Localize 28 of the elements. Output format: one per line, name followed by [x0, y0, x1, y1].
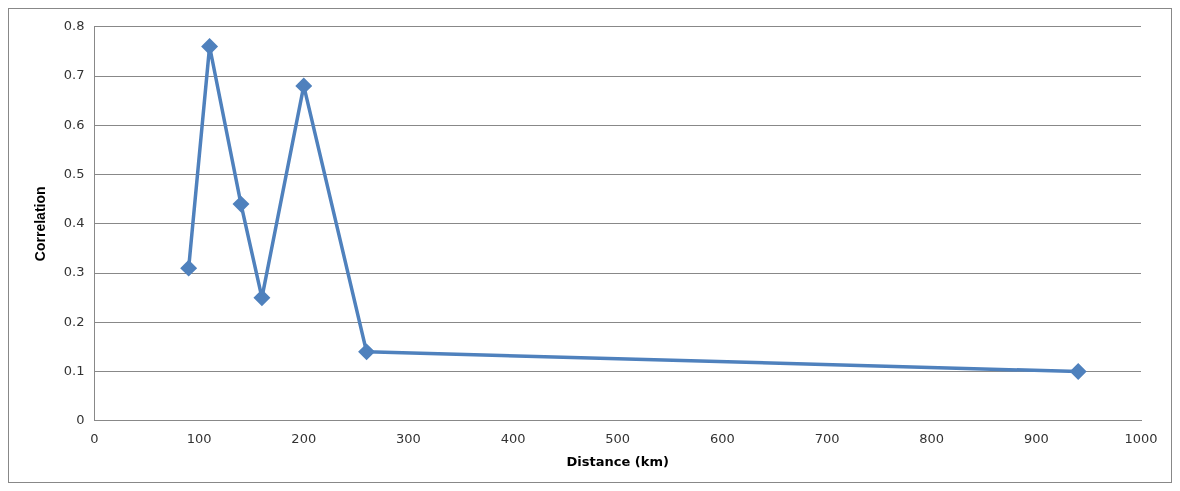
y-tick-label: 0.4: [63, 215, 85, 231]
point: [233, 196, 249, 212]
point: [180, 260, 197, 276]
x-tick-label: 1000: [1124, 430, 1158, 446]
y-tick-label: 0.7: [63, 67, 85, 83]
x-tick-label: 300: [396, 430, 421, 446]
point: [1070, 363, 1086, 380]
y-tick-label: 0: [76, 412, 85, 428]
y-tick-label: 0.8: [63, 18, 85, 34]
y-tick-label: 0.5: [63, 165, 85, 181]
point: [201, 38, 218, 55]
x-tick-label: 500: [605, 430, 631, 446]
point: [358, 344, 375, 360]
y-tick-label: 0.3: [63, 264, 85, 280]
x-tick-label: 800: [919, 430, 945, 446]
x-tick-label: 600: [709, 430, 735, 446]
x-axis-title: Distance (km): [566, 453, 669, 469]
x-tick-label: 100: [186, 430, 212, 446]
y-axis-title: Correlation: [32, 186, 49, 262]
x-tick-label: 700: [814, 430, 840, 446]
x-tick-label: 900: [1023, 430, 1049, 446]
point: [296, 78, 312, 94]
x-tick-label: 200: [291, 430, 317, 446]
y-tick-label: 0.1: [63, 362, 85, 378]
y-tick-label: 0.2: [63, 313, 85, 329]
x-tick-label: 400: [500, 430, 526, 446]
y-tick-label: 0.6: [63, 116, 85, 132]
x-tick-label: 0: [90, 430, 99, 446]
